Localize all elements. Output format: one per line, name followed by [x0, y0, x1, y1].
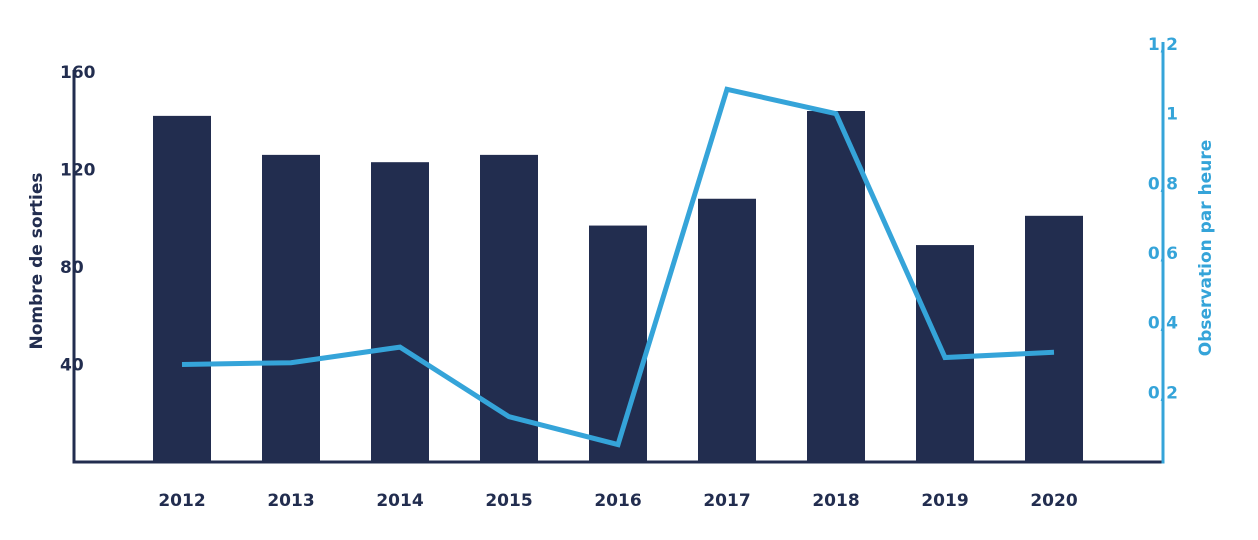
x-tick-label: 2012	[158, 491, 205, 511]
bar-2017	[698, 198, 756, 462]
ticks-layer: 40 80 120 160 0,2 0,4 0,6 0,8 1 1,2 2012 2013 2014 20…	[60, 35, 1178, 511]
line-layer	[181, 86, 1055, 448]
bar-2013	[262, 154, 320, 462]
bar-2018	[807, 111, 865, 462]
left-tick-label: 160	[60, 63, 96, 83]
bar-2015	[480, 154, 538, 462]
right-tick-label: 1	[1166, 105, 1178, 125]
x-tick-label: 2014	[376, 491, 423, 511]
bar-2016	[589, 225, 647, 462]
x-tick-label: 2015	[485, 491, 532, 511]
bar-2014	[371, 162, 429, 462]
left-tick-label: 120	[60, 161, 96, 181]
left-tick-label: 80	[60, 258, 84, 278]
bars-layer	[153, 111, 1083, 462]
bar-2020	[1025, 215, 1083, 462]
x-tick-label: 2017	[703, 491, 750, 511]
right-tick-label: 0,6	[1148, 244, 1178, 264]
y-axis-title: Nombre de sorties	[27, 172, 47, 349]
x-tick-label: 2016	[594, 491, 641, 511]
right-tick-label: 0,2	[1148, 383, 1178, 403]
left-tick-label: 40	[60, 356, 84, 376]
bar-2012	[153, 115, 211, 462]
right-tick-label: 0,4	[1148, 314, 1178, 334]
x-tick-label: 2018	[812, 491, 859, 511]
y2-axis-title: Observation par heure	[1196, 140, 1216, 356]
x-tick-label: 2013	[267, 491, 314, 511]
axes-layer	[72, 42, 1165, 464]
x-tick-label: 2019	[921, 491, 968, 511]
right-tick-label: 0,8	[1148, 174, 1178, 194]
right-tick-label: 1,2	[1148, 35, 1178, 55]
x-tick-label: 2020	[1030, 491, 1077, 511]
